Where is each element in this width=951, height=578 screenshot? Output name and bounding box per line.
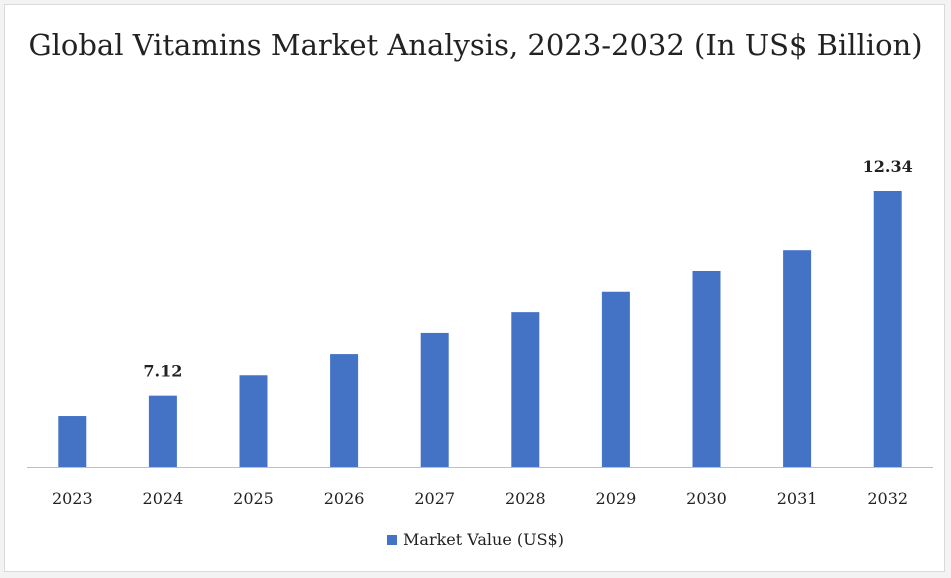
x-tick-label: 2027 (414, 489, 455, 508)
bar-2029 (601, 291, 630, 467)
data-label-2024: 7.12 (143, 362, 182, 381)
x-tick-label: 2030 (686, 489, 727, 508)
bar-2023 (58, 416, 87, 467)
legend: Market Value (US$) (5, 530, 946, 549)
bar-2027 (420, 332, 449, 467)
bar-2030 (692, 270, 721, 467)
bar-2028 (511, 312, 540, 467)
x-tick-label: 2028 (505, 489, 546, 508)
bar-2032 (873, 191, 902, 467)
chart-frame: Global Vitamins Market Analysis, 2023-20… (4, 4, 945, 572)
bar-2026 (330, 354, 359, 467)
x-tick-label: 2026 (324, 489, 365, 508)
x-tick-label: 2025 (233, 489, 274, 508)
x-tick-label: 2032 (867, 489, 908, 508)
bar-2031 (783, 250, 812, 467)
x-tick-label: 2031 (777, 489, 818, 508)
legend-swatch (387, 535, 398, 545)
legend-label: Market Value (US$) (403, 530, 564, 549)
x-tick-label: 2023 (52, 489, 93, 508)
x-tick-label: 2024 (143, 489, 184, 508)
x-tick-label: 2029 (596, 489, 637, 508)
bar-2024 (148, 395, 177, 467)
chart-title: Global Vitamins Market Analysis, 2023-20… (28, 28, 923, 62)
bar-chart: 2023 2024 7.12 2025 2026 2027 2028 2029 2030 2031… (27, 157, 933, 508)
bar-2025 (239, 375, 268, 467)
data-label-2032: 12.34 (863, 157, 913, 176)
